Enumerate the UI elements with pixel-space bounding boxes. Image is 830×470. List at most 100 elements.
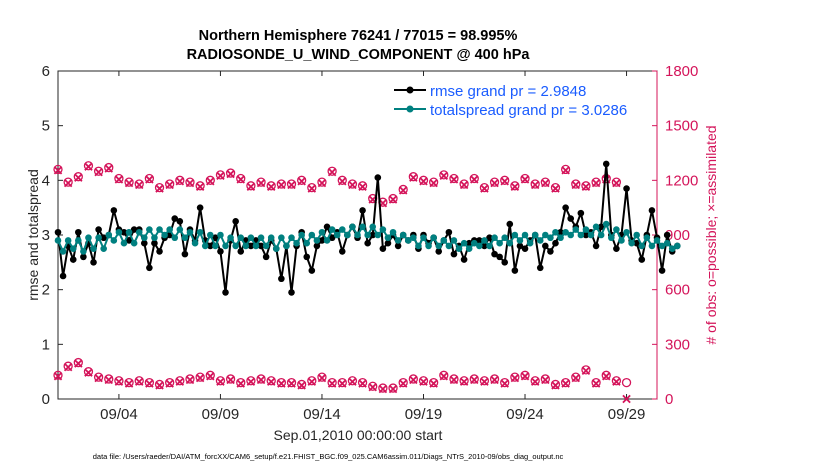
left-tick-label: 1 xyxy=(42,336,50,353)
obs-assimilated-point xyxy=(551,381,560,390)
spread-point xyxy=(516,237,524,244)
rmse-point xyxy=(562,204,569,211)
obs-assimilated-point xyxy=(317,373,327,383)
rmse-point xyxy=(557,228,564,236)
obs-assimilated-point xyxy=(338,379,347,388)
rmse-point xyxy=(663,231,671,239)
obs-assimilated-point xyxy=(541,178,550,188)
totalspread-series xyxy=(54,220,681,255)
obs-possible-point xyxy=(175,376,185,386)
spread-point xyxy=(308,231,316,239)
rmse-point xyxy=(435,248,443,255)
rmse-point xyxy=(506,220,514,228)
obs-possible-point xyxy=(489,177,500,187)
obs-possible-point xyxy=(63,177,73,187)
obs-possible-point xyxy=(428,177,439,187)
obs-possible-point xyxy=(540,374,550,384)
obs-assimilated-point xyxy=(612,178,621,188)
obs-assimilated-point xyxy=(388,384,398,394)
obs-possible-point xyxy=(195,372,205,382)
obs-possible-point xyxy=(63,361,73,371)
rmse-point xyxy=(496,253,503,261)
rmse-point xyxy=(648,207,656,214)
spread-point xyxy=(557,234,564,242)
spread-point xyxy=(440,237,448,244)
chart-title-line-1: Northern Hemisphere 76241 / 77015 = 98.9… xyxy=(199,28,518,44)
rmse-point xyxy=(110,207,118,214)
spread-point xyxy=(521,231,529,239)
obs-possible-point xyxy=(357,377,368,388)
obs-assimilated-point xyxy=(84,368,93,377)
spread-point xyxy=(318,228,326,236)
obs-assimilated-point xyxy=(368,382,377,392)
obs-assimilated-point xyxy=(124,178,134,188)
obs-possible-point xyxy=(185,374,195,384)
legend-rmse-marker xyxy=(406,86,414,94)
spread-point xyxy=(491,234,498,242)
spread-point xyxy=(648,242,656,250)
obs-possible-point xyxy=(510,181,520,191)
obs-assimilated-point xyxy=(114,175,124,184)
obs-assimilated-point xyxy=(104,375,113,385)
spread-point xyxy=(552,228,559,236)
obs-possible-point xyxy=(388,193,398,204)
obs-possible-point xyxy=(286,377,297,388)
right-tick-label: 900 xyxy=(665,227,690,244)
obs-assimilated-point xyxy=(500,177,509,186)
spread-point xyxy=(333,231,341,239)
spread-point xyxy=(481,237,488,244)
obs-assimilated-point xyxy=(591,379,601,388)
obs-assimilated-point xyxy=(459,180,469,190)
obs-assimilated-point xyxy=(195,182,205,191)
right-tick-label: 0 xyxy=(665,391,673,408)
left-tick-label: 2 xyxy=(42,282,50,299)
spread-point xyxy=(125,228,133,236)
obs-assimilated-point xyxy=(165,379,174,388)
obs-assimilated-point xyxy=(490,178,499,188)
obs-assimilated-point xyxy=(185,178,195,188)
rmse-point xyxy=(542,242,549,250)
obs-possible-point xyxy=(83,161,94,171)
x-tick-label: 09/09 xyxy=(202,406,240,423)
obs-possible-point xyxy=(276,179,287,189)
spread-point xyxy=(526,239,534,247)
rmse-point xyxy=(95,226,102,233)
right-tick-label: 1800 xyxy=(665,63,698,80)
obs-possible-point xyxy=(550,379,561,390)
obs-possible-point xyxy=(571,179,581,189)
rmse-point xyxy=(521,245,529,252)
spread-point xyxy=(587,231,595,239)
spread-point xyxy=(288,234,295,242)
obs-possible-point xyxy=(165,377,175,388)
rmse-point xyxy=(146,264,153,272)
obs-possible-point xyxy=(540,177,550,187)
obs-possible-point xyxy=(134,376,144,386)
rmse-point xyxy=(338,248,346,255)
obs-assimilated-point xyxy=(338,177,347,186)
spread-point xyxy=(404,237,412,244)
obs-possible-point xyxy=(307,182,317,193)
spread-point xyxy=(222,242,229,250)
rmse-point xyxy=(222,289,229,296)
spread-point xyxy=(181,234,189,242)
left-tick-label: 5 xyxy=(42,118,50,135)
obs-assimilated-point xyxy=(378,384,388,394)
rmse-point xyxy=(597,223,605,231)
obs-assimilated-point xyxy=(398,186,408,195)
rmse-point xyxy=(460,256,468,263)
spread-point xyxy=(486,242,493,250)
spread-point xyxy=(501,234,509,242)
spread-point xyxy=(455,245,463,252)
obs-possible-point xyxy=(225,168,236,178)
obs-assimilated-point xyxy=(246,182,256,191)
spread-point xyxy=(364,231,371,239)
obs-assimilated-point xyxy=(398,379,408,388)
rmse-point xyxy=(658,267,666,274)
spread-point xyxy=(75,237,82,244)
obs-assimilated-point xyxy=(348,377,357,386)
legend: rmse grand pr = 2.9848 totalspread grand… xyxy=(394,83,627,119)
obs-assimilated-point xyxy=(53,166,63,175)
rmse-point xyxy=(212,234,219,242)
rmse-point xyxy=(181,250,189,258)
obs-assimilated-point xyxy=(94,167,103,177)
